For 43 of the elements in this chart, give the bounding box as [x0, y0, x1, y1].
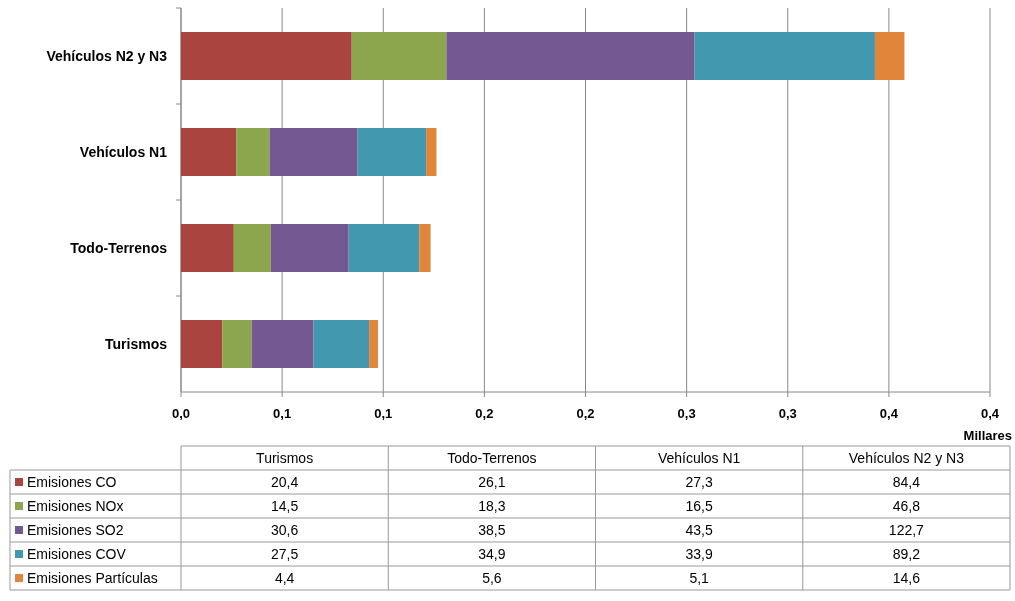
- legend-label: Emisiones SO2: [27, 521, 124, 538]
- y-tick-label: Vehículos N1: [79, 143, 168, 160]
- y-tick-label: Todo-Terrenos: [70, 239, 168, 256]
- x-tick-label: 0,3: [677, 406, 696, 421]
- x-tick-label: 0,1: [374, 406, 393, 421]
- text: 18,3: [478, 497, 506, 514]
- text: 4,4: [274, 569, 295, 586]
- text: 16,5: [685, 497, 713, 514]
- category-label: Todo-Terrenos: [447, 449, 537, 466]
- text: 122,7: [888, 521, 925, 538]
- text: 43,5: [685, 521, 713, 538]
- text: 89,2: [892, 545, 921, 562]
- legend-label: Emisiones CO: [27, 473, 117, 490]
- category-label: Turismos: [256, 449, 314, 466]
- legend-label: Emisiones Partículas: [27, 569, 158, 586]
- x-tick-label: 0,2: [576, 406, 595, 421]
- text: 33,9: [685, 545, 713, 562]
- text: 30,6: [271, 521, 299, 538]
- text: 38,5: [478, 521, 506, 538]
- x-tick-label: 0,0: [171, 406, 191, 421]
- category-label: Vehículos N1: [657, 449, 741, 466]
- text: 14,5: [271, 497, 299, 514]
- x-tick-label: 0,4: [879, 406, 899, 421]
- text: 34,9: [478, 545, 506, 562]
- text: 5,1: [689, 569, 710, 586]
- x-tick-label: 0,3: [778, 406, 797, 421]
- x-tick-label: 0,2: [475, 406, 494, 421]
- legend-label: Emisiones COV: [27, 545, 127, 562]
- text: 20,4: [271, 473, 299, 490]
- y-tick-label: Vehículos N2 y N3: [46, 47, 168, 64]
- text: 26,1: [478, 473, 506, 490]
- text: 27,5: [271, 545, 299, 562]
- text: 46,8: [892, 497, 921, 514]
- text: 27,3: [685, 473, 713, 490]
- category-label: Vehículos N2 y N3: [848, 449, 964, 466]
- text: 5,6: [482, 569, 502, 586]
- legend-label: Emisiones NOx: [27, 497, 124, 514]
- text: 84,4: [892, 473, 921, 490]
- text: 14,6: [892, 569, 921, 586]
- x-tick-label: 0,1: [273, 406, 292, 421]
- x-tick-label: 0,4: [980, 406, 1000, 421]
- y-tick-label: Turismos: [105, 335, 168, 352]
- x-axis-title: Millares: [963, 428, 1012, 443]
